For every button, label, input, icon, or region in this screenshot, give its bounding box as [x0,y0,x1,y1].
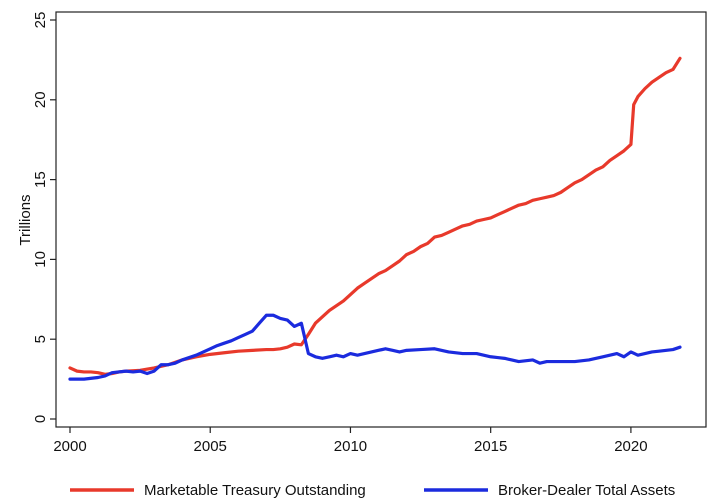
y-tick-label: 15 [32,171,49,188]
x-tick-label: 2010 [334,438,367,455]
x-tick-label: 2000 [53,438,86,455]
x-tick-label: 2005 [194,438,227,455]
y-tick-label: 5 [32,335,49,343]
y-tick-label: 0 [32,415,49,423]
series-layer [68,56,682,381]
series-line-broker-dealer [68,313,682,381]
x-tick-label: 2015 [474,438,507,455]
plot-frame [55,11,707,428]
legend: Marketable Treasury Outstanding Broker-De… [70,482,675,499]
y-tick-label: 25 [32,12,49,29]
legend-label: Broker-Dealer Total Assets [498,482,675,499]
y-axis: 0 5 10 15 20 25 [32,12,56,423]
x-tick-label: 2020 [614,438,647,455]
legend-label: Marketable Treasury Outstanding [144,482,366,499]
y-axis-title: Trillions [17,194,34,245]
y-tick-label: 20 [32,91,49,108]
x-axis: 2000 2005 2010 2015 2020 [53,427,648,455]
y-tick-label: 10 [32,251,49,268]
